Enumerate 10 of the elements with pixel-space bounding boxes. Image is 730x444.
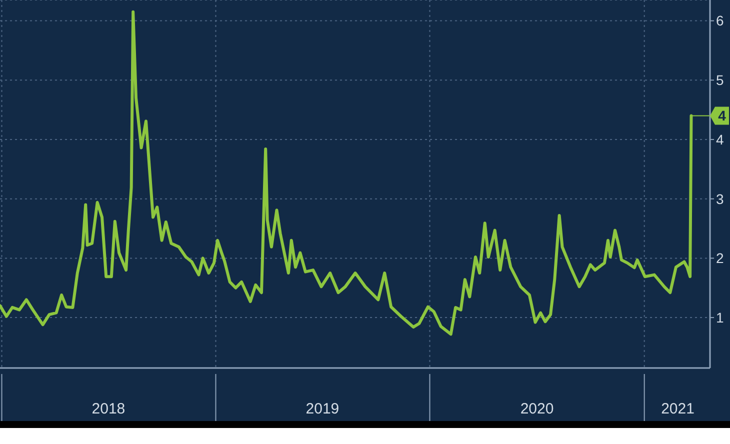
x-tick-label: 2021 bbox=[661, 400, 694, 418]
x-tick-label: 2020 bbox=[520, 400, 554, 418]
y-tick-label: 5 bbox=[716, 72, 724, 88]
x-tick-label: 2019 bbox=[306, 400, 340, 418]
y-tick-label: 6 bbox=[716, 12, 724, 29]
x-tick-label: 2018 bbox=[92, 400, 126, 418]
y-tick-label: 2 bbox=[716, 250, 724, 266]
y-tick-label: 4 bbox=[716, 131, 724, 148]
y-tick-label: 3 bbox=[716, 190, 724, 207]
y-tick-label: 1 bbox=[716, 310, 724, 326]
